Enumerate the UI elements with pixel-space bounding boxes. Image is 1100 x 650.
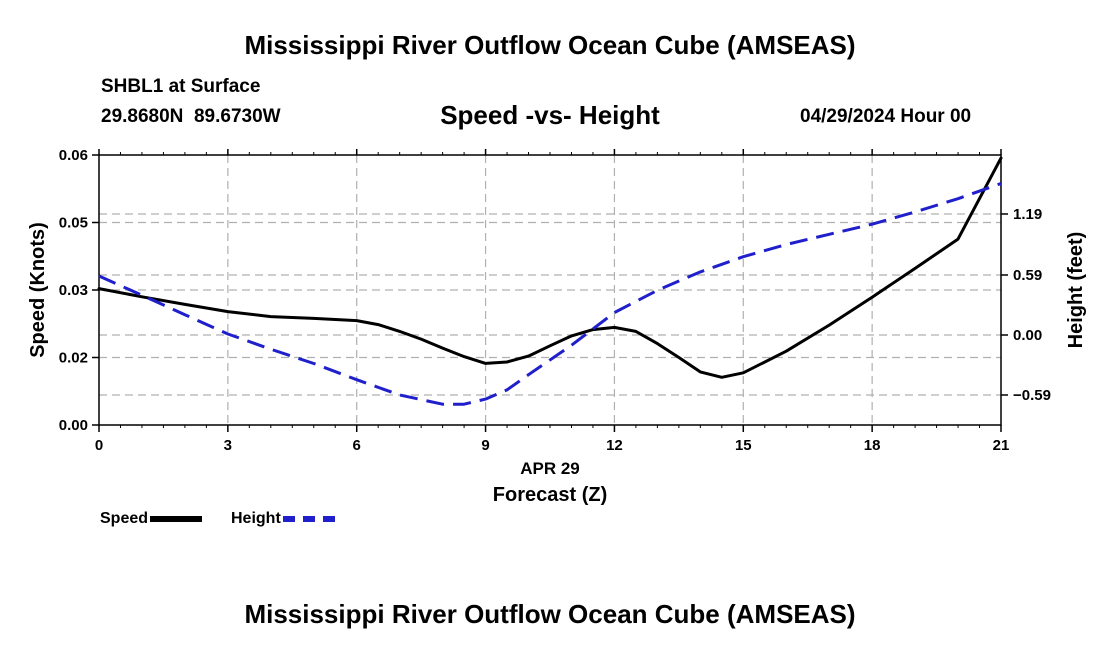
grid-lines [99, 155, 1001, 425]
y2-tick-label: −0.59 [1013, 387, 1051, 404]
station-name: SHBL1 at Surface [101, 76, 261, 97]
y2-tick-label: 0.00 [1013, 327, 1042, 344]
chart-subtitle: Speed -vs- Height [440, 100, 660, 130]
x-tick-label: 12 [606, 437, 623, 454]
y-tick-label: 0.06 [59, 147, 88, 164]
x-tick-label: 18 [864, 437, 881, 454]
x-tick-label: 21 [993, 437, 1010, 454]
forecast-datetime: 04/29/2024 Hour 00 [800, 106, 972, 127]
x-tick-label: 0 [95, 437, 103, 454]
legend-height-swatch [282, 516, 335, 522]
x-tick-label: 9 [481, 437, 489, 454]
y-tick-label: 0.02 [59, 350, 88, 367]
y-axis-title: Speed (Knots) [27, 222, 49, 358]
y2-tick-label: 1.19 [1013, 206, 1042, 223]
speed-series-line [97, 156, 1003, 379]
height-series-line [98, 182, 1002, 406]
x-tick-label: 6 [353, 437, 361, 454]
y-tick-label: 0.03 [59, 282, 88, 299]
legend-speed: Speed [100, 510, 203, 528]
y-tick-label: 0.00 [59, 417, 88, 434]
station-coordinates: 29.8680N 89.6730W [101, 106, 281, 127]
x-axis-title: Forecast (Z) [493, 484, 607, 506]
chart-title: Mississippi River Outflow Ocean Cube (AM… [244, 30, 856, 60]
y2-tick-label: 0.59 [1013, 267, 1042, 284]
axes: 0 3 6 9 12 15 18 21 0.00 0.02 0.03 0.05 0.06 −0.59 0.0… [59, 147, 1051, 454]
y-tick-label: 0.05 [59, 215, 88, 232]
legend-speed-swatch [150, 516, 203, 522]
legend-height-label: Height [231, 510, 281, 527]
footer-title: Mississippi River Outflow Ocean Cube (AM… [244, 599, 856, 629]
y2-axis-title: Height (feet) [1065, 232, 1087, 349]
legend-height: Height [231, 510, 335, 528]
x-axis-date-label: APR 29 [520, 459, 580, 478]
legend-speed-label: Speed [100, 510, 149, 527]
x-tick-label: 15 [735, 437, 752, 454]
series-lines [97, 156, 1003, 406]
x-tick-label: 3 [224, 437, 232, 454]
